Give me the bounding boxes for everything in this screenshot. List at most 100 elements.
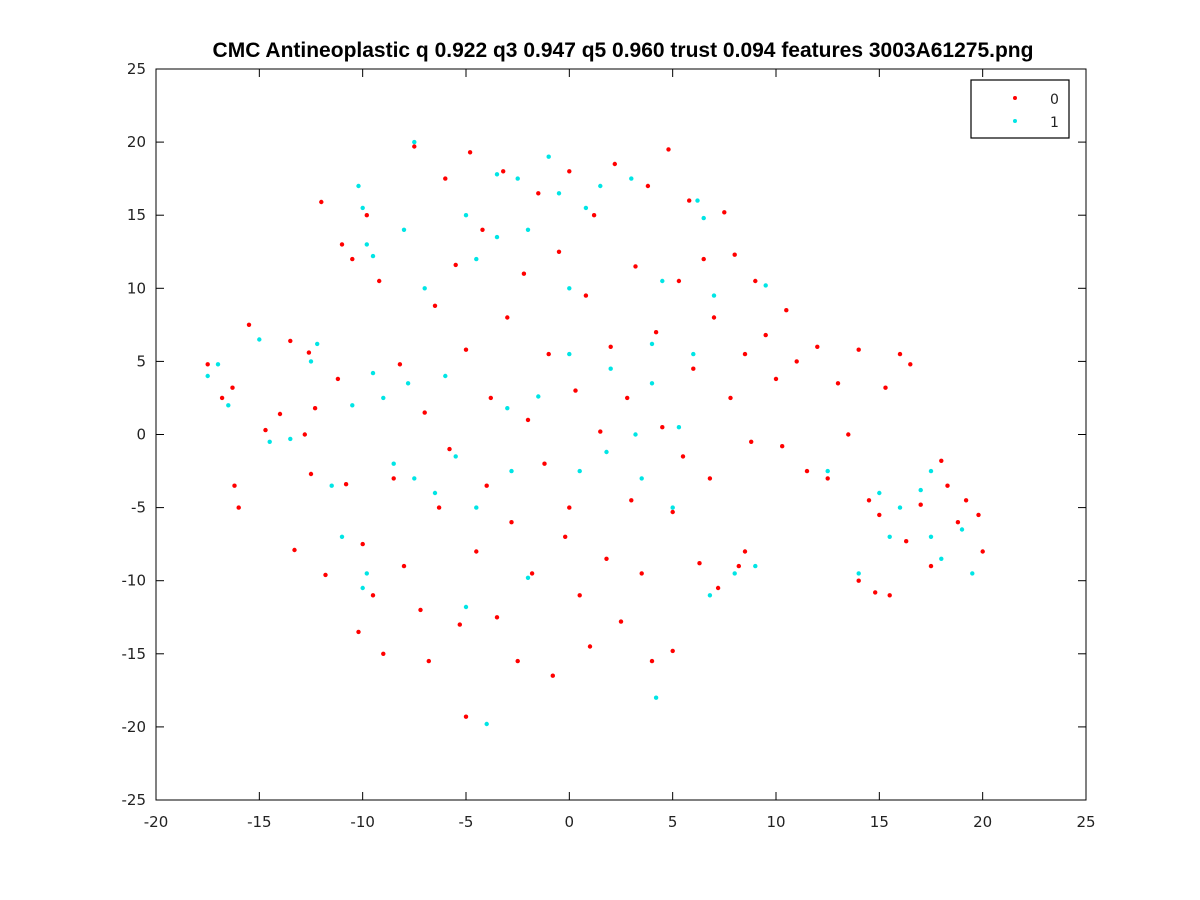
data-point-series-1: [763, 283, 768, 288]
data-point-series-1: [474, 256, 479, 262]
data-point-series-0: [835, 381, 841, 386]
data-point-series-1: [494, 234, 500, 240]
legend-box: [970, 79, 1070, 139]
data-point-series-0: [323, 572, 328, 578]
data-point-series-0: [873, 590, 878, 595]
y-tick-label: 10: [127, 279, 146, 297]
data-point-series-0: [536, 191, 541, 196]
data-point-series-0: [546, 351, 551, 357]
data-point-series-0: [350, 256, 355, 262]
data-point-series-0: [955, 520, 961, 525]
data-point-series-1: [707, 593, 713, 598]
data-point-series-0: [612, 161, 617, 167]
y-tick-label: -10: [122, 572, 147, 590]
data-point-series-0: [509, 520, 514, 525]
data-point-series-1: [364, 242, 369, 247]
y-tick-label: 0: [136, 426, 146, 444]
data-point-series-0: [463, 714, 469, 719]
data-point-series-1: [370, 370, 376, 376]
data-point-series-1: [443, 373, 448, 379]
data-point-series-0: [521, 271, 527, 276]
data-point-series-1: [463, 604, 469, 610]
data-point-series-1: [205, 373, 210, 379]
data-point-series-1: [215, 362, 221, 367]
data-point-series-0: [780, 444, 785, 449]
data-point-series-0: [742, 351, 748, 357]
data-point-series-0: [608, 344, 613, 349]
data-point-series-1: [649, 341, 655, 347]
data-point-series-1: [267, 439, 272, 444]
data-point-series-0: [432, 303, 438, 308]
data-point-series-0: [763, 332, 768, 338]
data-point-series-0: [567, 505, 572, 510]
data-point-series-0: [587, 644, 593, 649]
data-point-series-1: [567, 286, 572, 291]
data-point-series-0: [529, 571, 535, 576]
data-point-series-0: [484, 483, 489, 488]
y-tick-label: 20: [127, 133, 146, 151]
data-point-series-1: [856, 571, 861, 576]
data-point-series-1: [939, 556, 944, 561]
data-point-series-1: [226, 403, 231, 408]
data-point-series-1: [484, 721, 489, 727]
data-point-series-1: [732, 571, 737, 576]
data-point-series-1: [412, 476, 417, 481]
data-point-series-0: [633, 264, 638, 269]
data-point-series-0: [515, 658, 520, 664]
axes-box: [155, 68, 1087, 801]
data-point-series-0: [422, 410, 427, 415]
data-point-series-0: [691, 366, 696, 371]
x-tick-label: 0: [565, 813, 575, 831]
data-point-series-0: [908, 362, 913, 367]
data-point-series-0: [804, 468, 810, 474]
data-point-series-1: [288, 436, 293, 442]
y-tick-label: -20: [122, 718, 147, 736]
x-tick-label: -20: [144, 813, 169, 831]
data-point-series-1: [432, 490, 438, 496]
data-point-series-0: [563, 534, 568, 539]
data-point-series-0: [976, 512, 981, 518]
data-point-series-0: [343, 482, 349, 487]
data-point-series-1: [422, 286, 427, 291]
data-point-series-0: [288, 338, 293, 344]
data-point-series-0: [939, 458, 944, 463]
data-point-series-0: [412, 144, 417, 149]
data-point-series-1: [676, 425, 682, 430]
data-point-series-0: [418, 607, 423, 613]
data-point-series-0: [715, 585, 721, 591]
data-point-series-1: [463, 213, 469, 218]
data-point-series-0: [625, 395, 630, 401]
data-point-series-0: [401, 563, 407, 569]
data-point-series-0: [629, 498, 634, 503]
data-point-series-1: [364, 571, 369, 576]
data-point-series-0: [319, 199, 324, 205]
data-point-series-0: [573, 388, 578, 393]
data-point-series-0: [794, 359, 799, 364]
data-point-series-0: [877, 512, 882, 518]
data-point-series-0: [494, 615, 500, 620]
data-point-series-0: [904, 539, 909, 544]
data-point-series-1: [918, 487, 923, 493]
data-point-series-1: [391, 461, 396, 466]
data-point-series-0: [577, 593, 582, 598]
data-point-series-0: [370, 593, 376, 598]
data-point-series-0: [856, 347, 861, 352]
data-point-series-0: [711, 315, 717, 320]
data-point-series-1: [649, 381, 655, 386]
legend-marker-1: [1013, 119, 1017, 123]
data-point-series-0: [680, 454, 686, 459]
data-point-series-0: [556, 249, 562, 254]
data-point-series-0: [666, 147, 671, 152]
data-point-series-1: [453, 454, 458, 459]
data-point-series-0: [784, 308, 789, 313]
data-point-series-0: [263, 427, 268, 433]
data-point-series-0: [463, 347, 469, 352]
data-point-series-1: [509, 468, 514, 474]
data-point-series-0: [426, 658, 431, 664]
data-point-series-0: [397, 362, 403, 367]
x-tick-label: 15: [870, 813, 889, 831]
x-tick-label: 5: [668, 813, 678, 831]
data-point-series-1: [928, 534, 934, 539]
y-tick-label: -5: [131, 499, 146, 517]
data-point-series-0: [732, 252, 737, 257]
